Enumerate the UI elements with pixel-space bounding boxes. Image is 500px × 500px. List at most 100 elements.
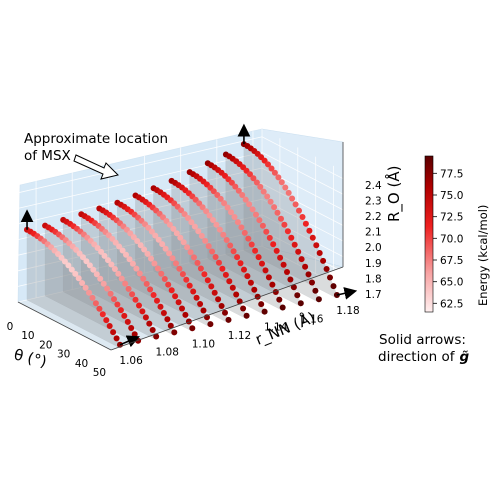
data-point bbox=[152, 232, 159, 239]
data-point bbox=[291, 241, 298, 248]
data-point bbox=[106, 323, 113, 329]
data-point bbox=[218, 303, 225, 309]
data-point bbox=[146, 320, 153, 327]
data-point bbox=[296, 207, 302, 214]
data-point bbox=[258, 301, 265, 308]
data-point bbox=[223, 237, 230, 243]
data-point bbox=[222, 271, 229, 278]
data-point bbox=[237, 260, 244, 267]
data-point bbox=[143, 280, 150, 287]
data-point bbox=[306, 227, 313, 234]
data-point bbox=[198, 232, 205, 239]
data-point bbox=[110, 329, 117, 336]
data-point bbox=[275, 174, 282, 181]
data-point bbox=[241, 266, 247, 273]
data-point bbox=[220, 231, 227, 238]
data-point bbox=[212, 254, 219, 260]
data-point bbox=[191, 254, 197, 261]
data-point bbox=[101, 252, 108, 259]
data-point bbox=[205, 243, 212, 250]
data-point bbox=[320, 257, 327, 264]
data-point bbox=[203, 208, 210, 215]
data-point bbox=[190, 288, 197, 295]
data-point bbox=[94, 245, 101, 251]
data-point bbox=[154, 297, 160, 304]
data-point bbox=[298, 256, 305, 263]
theta-tick-labels: 0 10 20 30 40 50 bbox=[7, 321, 106, 379]
data-point bbox=[104, 285, 111, 292]
data-point bbox=[269, 281, 276, 288]
data-point bbox=[153, 333, 160, 340]
data-point bbox=[108, 261, 115, 268]
data-point bbox=[150, 292, 157, 298]
data-point bbox=[154, 265, 161, 272]
data-point bbox=[165, 281, 172, 288]
data-point bbox=[284, 269, 290, 275]
data-point bbox=[221, 200, 228, 207]
data-point bbox=[209, 248, 216, 255]
theta-tick: 20 bbox=[39, 340, 52, 352]
data-point bbox=[129, 260, 136, 267]
data-point bbox=[164, 316, 171, 323]
data-point bbox=[253, 211, 259, 218]
msx-annotation-line1: Approximate location bbox=[24, 131, 168, 147]
data-point bbox=[182, 311, 189, 318]
data-point bbox=[186, 282, 193, 289]
data-point bbox=[290, 284, 297, 291]
data-point bbox=[210, 217, 216, 223]
data-point bbox=[255, 254, 262, 261]
data-point bbox=[235, 187, 242, 194]
colorbar-label: Energy (kcal/mol) bbox=[476, 205, 490, 306]
data-point bbox=[115, 270, 122, 277]
data-point bbox=[123, 251, 129, 258]
data-point bbox=[157, 303, 164, 310]
data-point bbox=[234, 219, 241, 226]
data-point bbox=[279, 304, 286, 311]
gray-slab-walls bbox=[26, 143, 338, 349]
data-point bbox=[171, 329, 178, 336]
colorbar-tick-label: 70.0 bbox=[440, 233, 463, 245]
data-point bbox=[194, 259, 201, 266]
data-point bbox=[216, 259, 222, 266]
data-point bbox=[148, 255, 154, 262]
data-point bbox=[178, 207, 185, 214]
ro-tick: 2.0 bbox=[365, 242, 382, 254]
arrows-note-line1: Solid arrows: bbox=[379, 332, 466, 348]
data-point bbox=[121, 312, 128, 319]
data-point bbox=[266, 234, 273, 241]
data-point bbox=[217, 195, 224, 202]
data-point bbox=[316, 250, 323, 256]
data-point bbox=[126, 256, 133, 263]
data-point bbox=[125, 285, 132, 292]
data-point bbox=[179, 305, 185, 312]
colorbar-tick-label: 75.0 bbox=[440, 190, 463, 202]
data-point bbox=[278, 215, 284, 222]
data-point bbox=[79, 280, 86, 286]
rnn-tick-labels: 1.06 1.08 1.10 1.12 1.14 1.16 1.18 bbox=[119, 305, 359, 367]
data-point bbox=[219, 265, 226, 272]
data-point bbox=[128, 325, 135, 331]
data-point bbox=[147, 286, 154, 293]
data-point bbox=[75, 275, 82, 282]
data-point bbox=[247, 279, 254, 286]
data-point bbox=[262, 267, 269, 274]
data-point bbox=[159, 241, 166, 248]
data-point bbox=[274, 209, 281, 216]
data-point bbox=[213, 221, 220, 228]
data-point bbox=[134, 238, 141, 244]
data-point bbox=[131, 331, 138, 338]
data-point bbox=[236, 298, 243, 305]
data-point bbox=[277, 254, 284, 261]
ro-tick: 2.4 bbox=[365, 180, 382, 192]
data-point bbox=[195, 228, 202, 235]
data-point bbox=[82, 284, 89, 291]
data-point bbox=[136, 302, 142, 309]
data-point bbox=[225, 316, 232, 323]
data-point bbox=[299, 214, 306, 220]
data-point bbox=[239, 192, 246, 198]
data-point bbox=[228, 209, 234, 216]
data-point bbox=[309, 279, 315, 286]
data-point bbox=[271, 204, 278, 211]
data-point bbox=[238, 224, 245, 231]
g-vector-symbol: g̃ bbox=[459, 349, 469, 365]
